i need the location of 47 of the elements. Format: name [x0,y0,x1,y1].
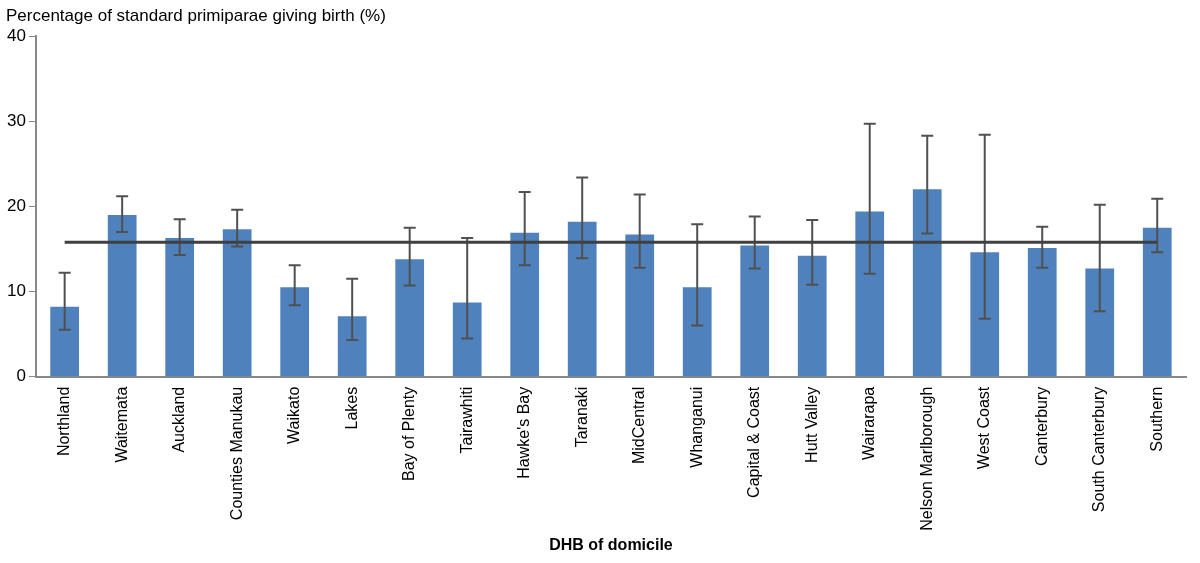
bar [912,189,942,377]
y-axis-title: Percentage of standard primiparae giving birth (%) [6,6,386,26]
bar [970,252,1000,377]
x-tick-label: Waitemata [112,386,130,463]
bar [625,234,655,377]
y-tick-label: 30 [6,110,26,130]
x-tick-label: Lakes [342,386,360,430]
x-tick-label: Tairawhiti [457,386,475,454]
y-tick-label: 0 [16,366,26,386]
bar [1142,227,1172,377]
bar [165,237,195,377]
x-tick-label: Hawke's Bay [515,386,533,479]
x-tick-label: Capital & Coast [745,386,763,498]
x-tick-label: Southern [1147,386,1165,452]
bar [855,211,885,377]
x-tick-label: Hutt Valley [802,386,820,463]
x-tick-label: Auckland [170,386,188,453]
bar [567,221,597,377]
x-tick-label: Waikato [285,386,303,444]
x-axis-title: DHB of domicile [549,535,673,553]
bar [50,306,80,377]
x-tick-label: Taranaki [572,386,590,448]
bar [222,229,252,377]
bar [337,316,367,377]
bar [1085,268,1115,377]
bar [510,232,540,377]
y-tick-label: 40 [6,25,26,45]
bar [682,287,712,377]
x-tick-label: Nelson Marlborough [917,386,935,531]
x-tick-label: Whanganui [687,386,705,468]
x-tick-label: Wairarapa [860,386,878,460]
bar [797,255,827,377]
bar [452,302,482,377]
y-tick-label: 10 [6,281,26,301]
x-tick-label: West Coast [975,386,993,470]
x-tick-label: Bay of Plenty [400,386,418,481]
bar [1027,248,1057,377]
bar [280,287,310,377]
x-tick-label: Canterbury [1032,386,1050,466]
x-tick-label: South Canterbury [1090,386,1108,513]
x-tick-label: Northland [55,386,73,457]
bar [395,259,425,377]
x-tick-label: MidCentral [630,386,648,465]
bar [740,245,770,377]
y-tick-label: 20 [6,196,26,216]
bar [107,214,137,377]
x-tick-label: Counties Manukau [227,386,245,521]
